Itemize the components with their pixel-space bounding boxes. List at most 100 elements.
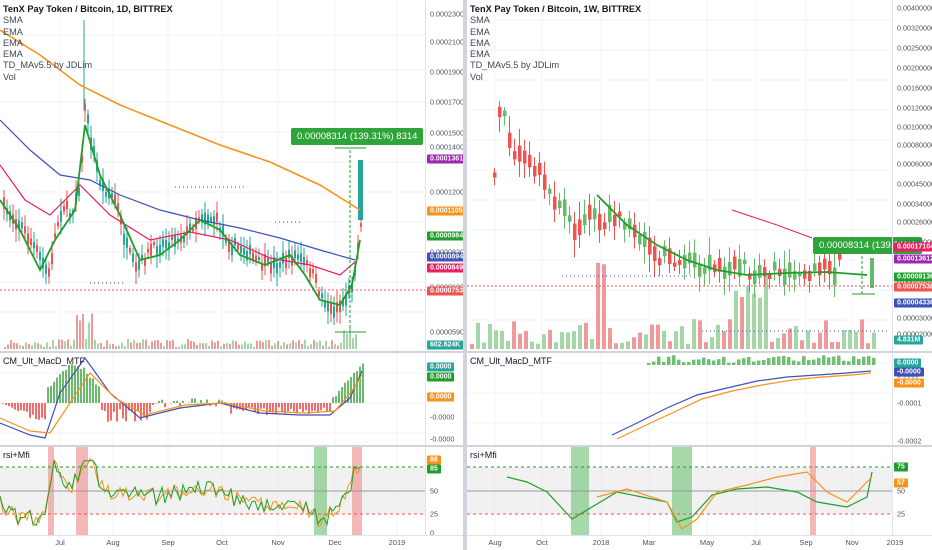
macd-histogram-bar (35, 403, 37, 420)
macd-histogram-bar (257, 403, 259, 415)
macd-histogram-bar (53, 381, 55, 403)
macd-plot[interactable] (467, 353, 892, 445)
indicator-ema-1[interactable]: EMA (3, 26, 23, 37)
indicator-ema-3[interactable]: EMA (470, 49, 490, 60)
indicator-volume[interactable]: Vol (3, 71, 16, 82)
price-subpane[interactable]: TenX Pay Token / Bitcoin, 1W, BITTREX SM… (467, 0, 932, 351)
price-plot[interactable] (467, 0, 892, 351)
candle-body (132, 253, 134, 262)
axis-tick-label: 0.00017000 (430, 97, 468, 107)
volume-bar (40, 344, 42, 349)
macd-histogram-bar (152, 403, 154, 406)
rsi-axis[interactable]: 7550257557 (892, 447, 932, 536)
macd-histogram-bar (29, 403, 31, 418)
volume-bar (512, 321, 516, 349)
time-axis[interactable]: Aug Oct 2018 Mar May Jul Sep Nov 2019 (467, 535, 932, 550)
volume-bar (872, 332, 876, 349)
chart-pane-weekly[interactable]: TenX Pay Token / Bitcoin, 1W, BITTREX SM… (467, 0, 932, 550)
measure-callout: 0.00008314 (139.31%) 8314 (291, 128, 424, 145)
candle-body (168, 242, 170, 250)
candle-body (192, 228, 194, 232)
macd-subpane[interactable]: CM_Ult_MacD_MTF 0.0000-0.0001-0.00020.00… (467, 353, 932, 446)
rsi-plot[interactable] (467, 447, 892, 536)
macd-histogram-bar (807, 360, 811, 365)
volume-bar (199, 343, 201, 349)
macd-histogram-bar (832, 356, 836, 365)
pane-divider[interactable] (463, 0, 467, 550)
price-axis[interactable]: 0.00400000 0.00320000 0.00250000 0.00200000… (892, 0, 932, 351)
candle-body (207, 214, 209, 225)
candle-body (618, 211, 622, 217)
indicator-td-ma[interactable]: TD_MAv5.5 by JDLim (470, 60, 560, 71)
candle-body (237, 244, 239, 250)
macd-histogram-bar (314, 403, 316, 411)
price-axis[interactable]: 0.00023000 0.00021000 0.00019000 0.00017000… (425, 0, 470, 351)
indicator-ema-1[interactable]: EMA (470, 26, 490, 37)
macd-histogram-bar (278, 403, 280, 408)
candle-body (141, 255, 143, 261)
volume-bar (710, 337, 714, 349)
volume-bar (25, 342, 27, 349)
indicator-volume[interactable]: Vol (470, 71, 483, 82)
volume-bar (307, 345, 309, 349)
indicator-td-ma[interactable]: TD_MAv5.5 by JDLim (3, 60, 93, 71)
rsi-axis[interactable]: 75502508885 (425, 447, 464, 538)
rsi-plot[interactable] (0, 447, 425, 536)
chart-pane-daily[interactable]: TenX Pay Token / Bitcoin, 1D, BITTREX SM… (0, 0, 470, 550)
candle-body (493, 172, 497, 178)
indicator-sma[interactable]: SMA (3, 15, 23, 26)
volume-bar (136, 342, 138, 349)
macd-subpane[interactable]: CM_Ult_MacD_MTF 0.0000-0.0000-0.0000-0.0… (0, 353, 463, 445)
indicator-ema-3[interactable]: EMA (3, 49, 23, 60)
macd-axis[interactable]: 0.0000-0.0001-0.00020.0000-0.0000-0.0000 (892, 353, 932, 446)
macd-title[interactable]: CM_Ult_MacD_MTF (3, 356, 86, 366)
volume-bar (46, 342, 48, 349)
macd-histogram-bar (68, 364, 70, 403)
macd-histogram-bar (218, 399, 220, 403)
signal-line (616, 372, 872, 440)
rsi-subpane[interactable]: rsi+Mfi 7550257557 AugOct2018MarMayJulSe… (467, 447, 932, 550)
macd-histogram-bar (71, 364, 73, 403)
price-badge: 85 (427, 464, 441, 474)
candle-body (708, 254, 712, 271)
candle-body (788, 262, 792, 278)
price-plot[interactable] (0, 0, 425, 351)
time-axis-label: Dec (328, 538, 342, 547)
rsi-subpane[interactable]: rsi+Mfi 75502508885 JulAugSepOctNovDec20… (0, 447, 463, 550)
macd-axis[interactable]: 0.0000-0.0000-0.0000-0.00000.00000.00000… (425, 353, 464, 445)
macd-histogram-bar (302, 403, 304, 412)
candle-body (588, 204, 592, 220)
macd-histogram-bar (149, 403, 151, 413)
axis-tick-label: 0.00250000 (897, 43, 932, 53)
volume-bar (842, 330, 846, 349)
rsi-title[interactable]: rsi+Mfi (3, 450, 30, 460)
price-badge: 0.0000 (894, 358, 922, 368)
candle-body (648, 237, 652, 255)
macd-histogram-bar (827, 357, 831, 365)
axis-tick-label: 0.00021000 (430, 37, 468, 47)
indicator-ema-2[interactable]: EMA (470, 37, 490, 48)
rsi-title[interactable]: rsi+Mfi (470, 450, 497, 460)
chart-legend: TenX Pay Token / Bitcoin, 1D, BITTREX SM… (3, 4, 173, 83)
volume-bar (196, 345, 198, 349)
indicator-ema-2[interactable]: EMA (3, 37, 23, 48)
macd-plot[interactable] (0, 353, 425, 445)
candle-body (673, 262, 677, 267)
candle-body (653, 246, 657, 261)
macd-histogram-bar (737, 359, 741, 365)
time-axis-label: Aug (488, 538, 502, 547)
candle-body (111, 193, 113, 198)
volume-bar (590, 339, 594, 349)
volume-bar (638, 332, 642, 349)
volume-bar (740, 297, 744, 349)
candle-body (3, 197, 5, 209)
time-axis-label: Mar (642, 538, 656, 547)
indicator-sma[interactable]: SMA (470, 15, 490, 26)
time-axis-label: Jul (55, 538, 65, 547)
candle-body (336, 302, 338, 313)
macd-title[interactable]: CM_Ult_MacD_MTF (470, 356, 553, 366)
price-subpane[interactable]: TenX Pay Token / Bitcoin, 1D, BITTREX SM… (0, 0, 470, 351)
time-axis[interactable]: Jul Aug Sep Oct Nov Dec 2019 (0, 535, 463, 550)
sma-line (0, 29, 361, 211)
